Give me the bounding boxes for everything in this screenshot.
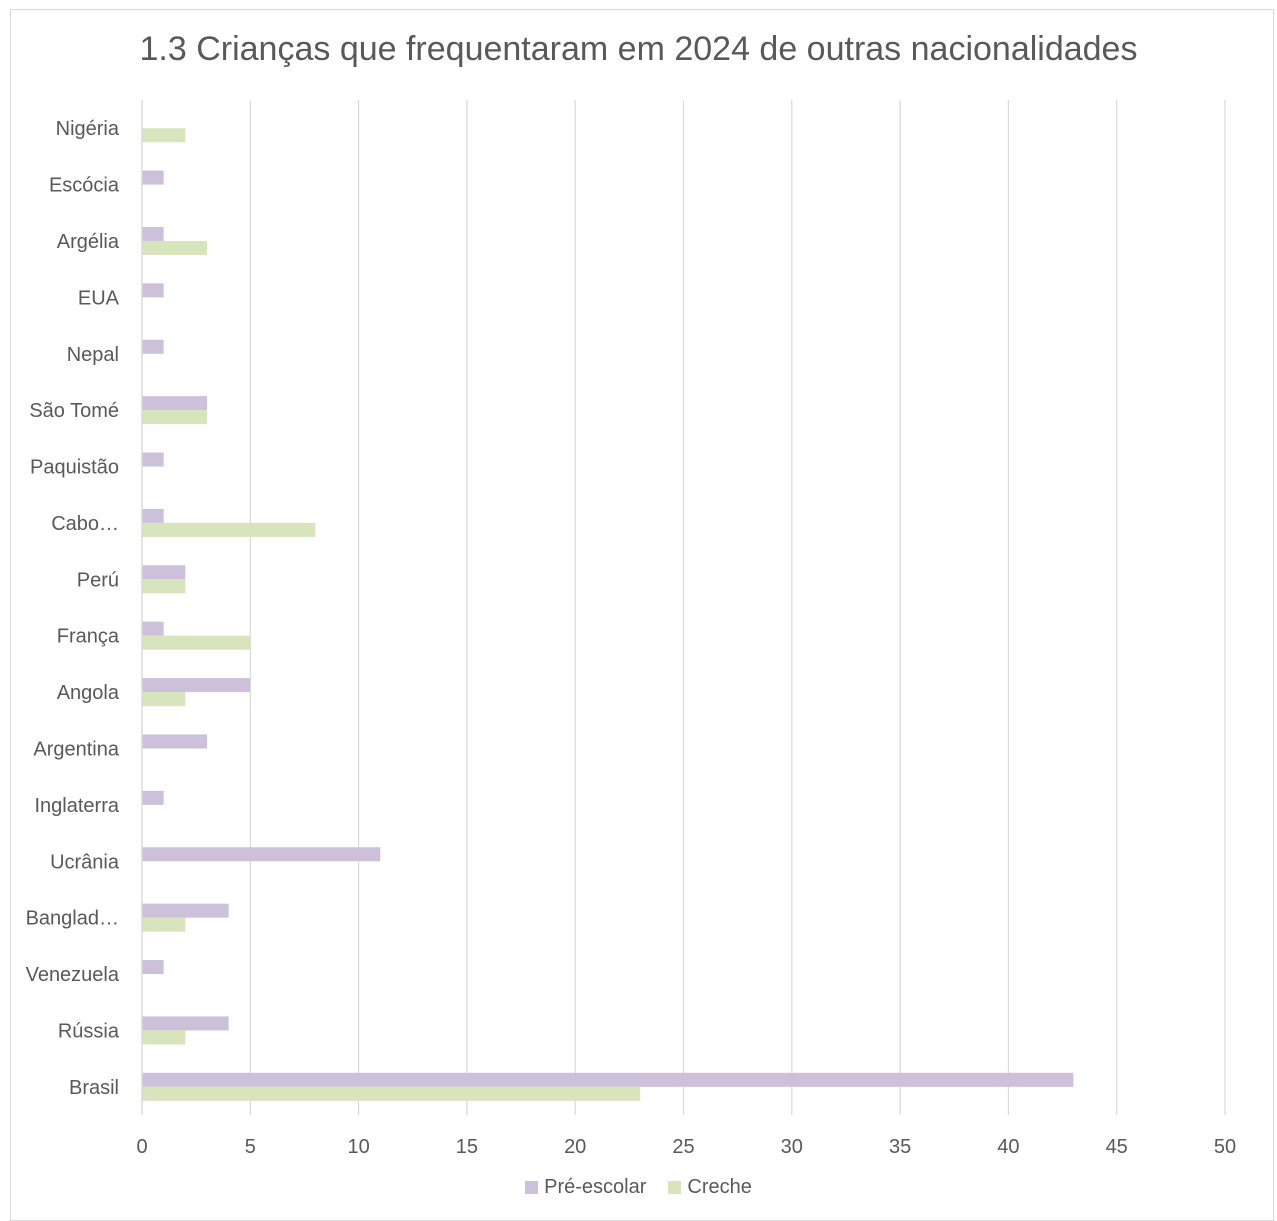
bar-pre-escolar	[142, 790, 164, 805]
category-label: Argentina	[33, 738, 119, 760]
category-label: Nigéria	[56, 118, 120, 140]
bar-creche	[142, 1086, 641, 1101]
bar-creche	[142, 635, 251, 650]
bar-creche	[142, 579, 186, 594]
x-tick-label: 5	[245, 1136, 256, 1158]
bar-creche	[142, 410, 207, 425]
x-tick-label: 15	[456, 1136, 478, 1158]
bar-pre-escolar	[142, 1016, 229, 1031]
bar-pre-escolar	[142, 847, 381, 862]
category-label: Inglaterra	[35, 795, 120, 817]
category-label: Ucrânia	[50, 851, 120, 873]
legend-label-pre-escolar: Pré-escolar	[544, 1176, 647, 1198]
x-tick-label: 40	[997, 1136, 1019, 1158]
x-tick-label: 0	[136, 1136, 147, 1158]
category-label: Nepal	[67, 344, 119, 366]
category-label: Cabo…	[51, 513, 119, 535]
bar-creche	[142, 1030, 186, 1045]
category-label: Banglad…	[26, 908, 119, 930]
category-label: Venezuela	[26, 964, 120, 986]
bar-pre-escolar	[142, 903, 229, 918]
x-tick-label: 30	[781, 1136, 803, 1158]
category-label: França	[57, 626, 120, 648]
category-label: Paquistão	[30, 457, 119, 479]
bar-pre-escolar	[142, 452, 164, 467]
bar-pre-escolar	[142, 621, 164, 636]
bar-pre-escolar	[142, 508, 164, 523]
x-tick-label: 10	[347, 1136, 369, 1158]
bar-pre-escolar	[142, 734, 207, 749]
legend-swatch-creche	[668, 1181, 682, 1194]
bar-pre-escolar	[142, 1072, 1074, 1087]
category-label: Brasil	[69, 1077, 119, 1099]
legend-label-creche: Creche	[687, 1176, 752, 1198]
bar-creche	[142, 128, 186, 143]
category-label: Perú	[77, 569, 119, 591]
bar-creche	[142, 692, 186, 707]
x-tick-label: 35	[889, 1136, 911, 1158]
bar-pre-escolar	[142, 960, 164, 975]
bar-pre-escolar	[142, 678, 251, 693]
category-label: Angola	[57, 682, 120, 704]
legend-item-creche: Creche	[668, 1176, 752, 1199]
x-tick-label: 50	[1214, 1136, 1236, 1158]
legend: Pré-escolar Creche	[0, 1176, 1277, 1199]
bar-pre-escolar	[142, 226, 164, 241]
bar-pre-escolar	[142, 396, 207, 411]
chart-title: 1.3 Crianças que frequentaram em 2024 de…	[139, 30, 1138, 68]
x-tick-label: 45	[1106, 1136, 1128, 1158]
bar-creche	[142, 522, 316, 537]
bar-pre-escolar	[142, 283, 164, 298]
category-label: São Tomé	[29, 400, 119, 422]
category-label: Rússia	[58, 1020, 120, 1042]
bar-pre-escolar	[142, 339, 164, 354]
bar-pre-escolar	[142, 170, 164, 185]
legend-swatch-pre-escolar	[525, 1181, 539, 1194]
bar-pre-escolar	[142, 565, 186, 580]
x-tick-label: 20	[564, 1136, 586, 1158]
bar-creche	[142, 917, 186, 932]
bar-creche	[142, 240, 207, 255]
category-label: EUA	[78, 287, 120, 309]
category-label: Argélia	[57, 231, 120, 253]
x-tick-label: 25	[672, 1136, 694, 1158]
legend-item-pre-escolar: Pré-escolar	[525, 1176, 646, 1199]
category-label: Escócia	[49, 175, 120, 197]
